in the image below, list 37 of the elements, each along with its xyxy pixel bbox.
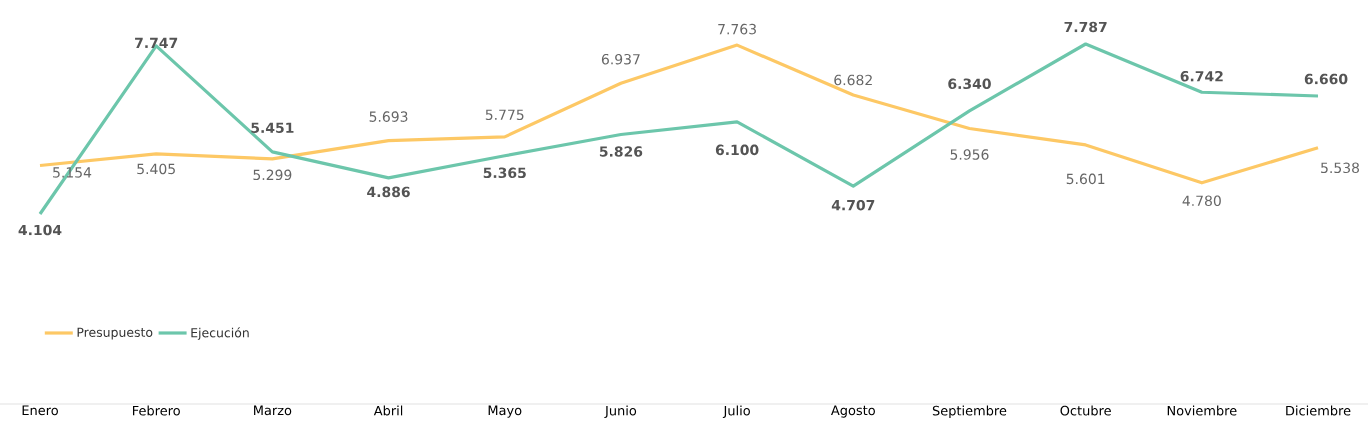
data-label: 6.937 — [601, 53, 640, 65]
legend-label: Presupuesto — [77, 327, 153, 340]
data-label: 4.707 — [831, 199, 875, 211]
x-tick-label: Mayo — [488, 405, 522, 418]
data-label: 7.763 — [718, 23, 756, 35]
data-label: 7.747 — [135, 37, 178, 48]
data-label: 6.682 — [834, 74, 872, 86]
x-tick-label: Octubre — [1060, 405, 1111, 416]
legend-label: Ejecución — [191, 327, 249, 340]
data-label: 4.886 — [367, 186, 410, 198]
x-tick-label: Marzo — [254, 405, 292, 416]
data-label: 4.104 — [18, 224, 62, 236]
x-tick-label: Enero — [22, 405, 58, 416]
data-label: 6.100 — [715, 144, 759, 156]
x-tick-label: Junio — [604, 405, 637, 418]
data-label: 6.340 — [948, 78, 991, 90]
data-label: 5.451 — [251, 122, 294, 134]
data-label: 5.405 — [137, 163, 175, 175]
data-label: 5.956 — [950, 149, 989, 160]
x-tick-label: Febrero — [133, 405, 180, 416]
x-tick-label: Abril — [373, 405, 403, 416]
data-label: 5.775 — [485, 109, 524, 121]
data-label: 7.787 — [1064, 21, 1107, 33]
data-label: 5.693 — [369, 111, 408, 122]
x-tick-label: Diciembre — [1286, 405, 1351, 416]
data-label: 5.826 — [599, 146, 643, 157]
data-label: 6.660 — [1304, 73, 1348, 85]
x-tick-label: Septiembre — [932, 405, 1007, 419]
x-tick-label: Julio — [722, 405, 750, 418]
x-tick-label: Agosto — [830, 405, 875, 418]
data-label: 5.601 — [1066, 173, 1105, 185]
data-label: 5.299 — [253, 169, 292, 181]
data-label: 5.538 — [1321, 162, 1360, 174]
data-label: 6.742 — [1180, 70, 1223, 82]
data-label: 4.780 — [1182, 195, 1221, 207]
x-tick-label: Noviembre — [1167, 405, 1237, 416]
data-label: 5.365 — [483, 167, 526, 179]
